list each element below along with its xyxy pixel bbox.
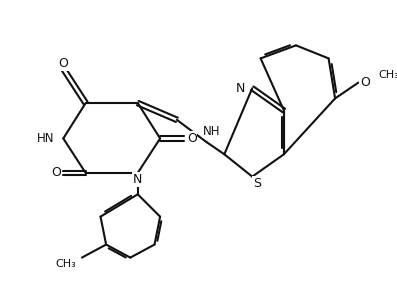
Text: CH₃: CH₃: [56, 259, 76, 269]
Text: N: N: [235, 82, 245, 95]
Text: O: O: [360, 76, 370, 89]
Text: N: N: [133, 173, 143, 186]
Text: O: O: [187, 132, 197, 145]
Text: O: O: [51, 166, 61, 179]
Text: CH₃: CH₃: [379, 70, 397, 80]
Text: NH: NH: [202, 125, 220, 138]
Text: S: S: [253, 177, 261, 190]
Text: HN: HN: [37, 132, 54, 145]
Text: O: O: [58, 58, 68, 71]
